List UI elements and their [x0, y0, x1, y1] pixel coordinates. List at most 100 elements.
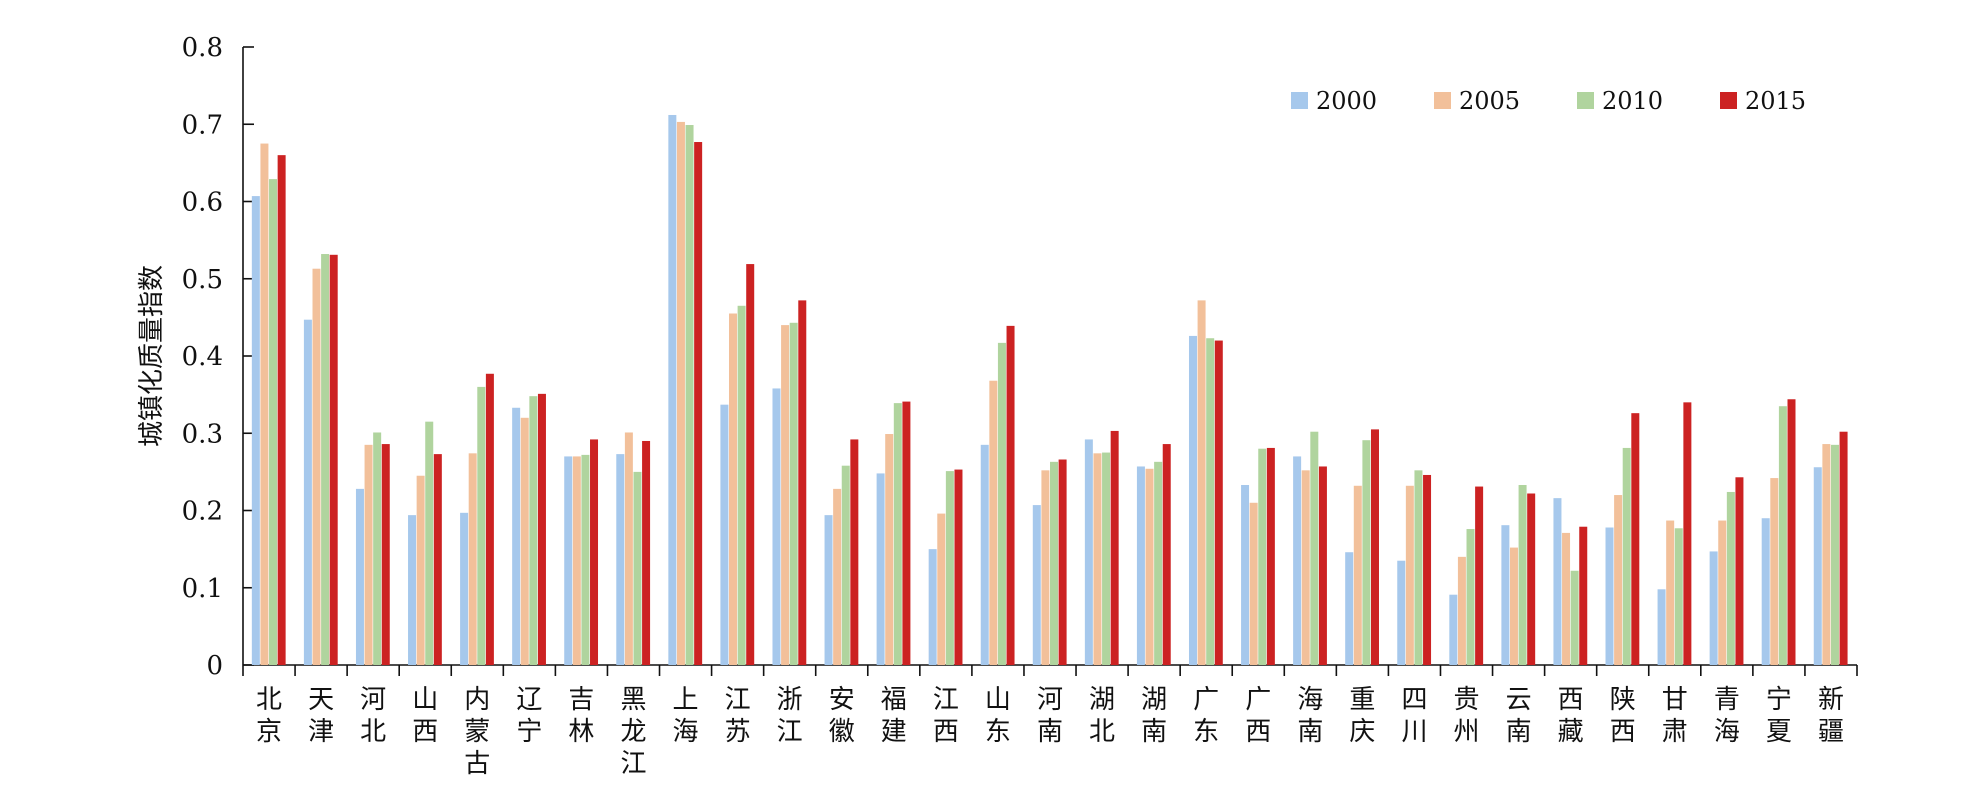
y-tick-label: 0.7: [182, 110, 223, 140]
bar-2015-广东: [1214, 340, 1223, 665]
bar-2015-江西: [954, 469, 963, 665]
bar-2000-四川: [1397, 560, 1406, 665]
bar-2010-黑龙江: [633, 471, 642, 666]
bar-2010-吉林: [581, 454, 590, 665]
bar-2015-湖南: [1162, 444, 1171, 665]
x-tick-label: 西藏: [1558, 685, 1584, 747]
bar-2010-内蒙古: [477, 386, 486, 665]
bar-2005-湖北: [1093, 453, 1102, 665]
bar-2000-北京: [251, 196, 260, 665]
x-tick-label: 河北: [360, 685, 386, 747]
bar-2010-陕西: [1622, 447, 1631, 665]
legend-swatch-2005: [1434, 92, 1451, 109]
bar-2015-河南: [1058, 459, 1067, 665]
x-tick-label: 辽宁: [516, 685, 542, 747]
bar-2000-安徽: [824, 515, 833, 665]
bar-2015-贵州: [1475, 486, 1484, 665]
legend: 2000 2005 2010 2015: [1291, 87, 1806, 115]
bar-2005-宁夏: [1770, 478, 1779, 665]
bar-2015-辽宁: [537, 393, 546, 665]
bar-2005-河南: [1041, 470, 1050, 665]
bar-2005-江苏: [729, 313, 738, 665]
bar-2010-青海: [1726, 491, 1735, 665]
bar-2005-山东: [989, 380, 998, 665]
bar-2005-黑龙江: [624, 432, 633, 665]
x-tick-label: 福建: [881, 685, 907, 747]
bar-2005-内蒙古: [468, 453, 477, 665]
bar-2010-安徽: [841, 465, 850, 665]
bar-2010-山西: [425, 421, 434, 665]
x-tick-label: 湖南: [1141, 685, 1167, 747]
bar-2015-内蒙古: [485, 373, 494, 665]
x-tick-label: 内蒙古: [464, 685, 490, 779]
x-tick-label: 青海: [1714, 685, 1740, 747]
y-tick-label: 0.5: [182, 265, 223, 295]
bar-2010-广西: [1258, 448, 1267, 665]
bar-2005-吉林: [572, 456, 581, 665]
bar-2005-安徽: [833, 488, 842, 665]
bar-2010-福建: [893, 403, 902, 665]
bar-2005-浙江: [781, 325, 790, 665]
bar-2010-天津: [321, 254, 330, 665]
bar-2015-新疆: [1839, 431, 1848, 665]
bar-2015-山东: [1006, 325, 1015, 665]
bar-2015-甘肃: [1683, 402, 1692, 665]
bar-2005-福建: [885, 434, 894, 665]
bar-2015-宁夏: [1787, 399, 1796, 665]
bar-2000-贵州: [1449, 594, 1458, 665]
x-tick-label: 新疆: [1818, 685, 1844, 747]
bar-2005-陕西: [1614, 495, 1623, 665]
x-tick-label: 江苏: [725, 685, 751, 747]
bar-2005-湖南: [1145, 468, 1154, 665]
bar-2005-重庆: [1353, 485, 1362, 665]
bar-2000-广西: [1241, 485, 1250, 665]
bar-2015-安徽: [850, 439, 859, 665]
bar-2000-青海: [1709, 551, 1718, 665]
bar-2010-上海: [685, 125, 694, 665]
y-axis: 0 0.1 0.2 0.3 0.4 0.5 0.6 0.7 0.8: [182, 33, 254, 681]
bar-2000-宁夏: [1761, 518, 1770, 665]
bar-2015-云南: [1527, 493, 1536, 665]
bar-2005-云南: [1509, 547, 1518, 665]
bar-2015-北京: [277, 155, 286, 665]
bar-2005-天津: [312, 268, 321, 665]
y-tick-label: 0.2: [182, 497, 223, 527]
bar-2005-辽宁: [520, 417, 529, 665]
bar-2010-宁夏: [1778, 406, 1787, 665]
y-tick-label: 0.8: [182, 33, 223, 63]
bar-2015-青海: [1735, 477, 1744, 665]
x-tick-label: 广东: [1193, 685, 1219, 747]
bar-2000-福建: [876, 473, 885, 665]
bar-2015-广西: [1266, 447, 1275, 665]
bar-2005-广西: [1249, 502, 1258, 665]
bar-2005-青海: [1718, 520, 1727, 665]
bar-2005-河北: [364, 444, 373, 665]
legend-swatch-2010: [1577, 92, 1594, 109]
bar-2010-新疆: [1830, 444, 1839, 665]
bar-2000-江西: [928, 549, 937, 666]
bar-2010-湖北: [1102, 452, 1111, 665]
bar-2005-海南: [1301, 470, 1310, 665]
bar-2015-四川: [1423, 474, 1432, 665]
bar-2010-重庆: [1362, 440, 1371, 665]
x-tick-label: 北京: [256, 685, 282, 747]
y-tick-label: 0.6: [182, 188, 223, 218]
bar-2015-海南: [1318, 466, 1327, 665]
bar-2015-上海: [694, 142, 703, 665]
bar-2015-西藏: [1579, 526, 1588, 665]
y-tick-label: 0: [206, 651, 223, 681]
bar-2005-西藏: [1562, 532, 1571, 665]
bar-2015-天津: [329, 254, 338, 666]
bar-2005-四川: [1405, 485, 1414, 665]
bar-2000-内蒙古: [460, 512, 469, 665]
legend-swatch-2015: [1720, 92, 1737, 109]
x-tick-label: 陕西: [1610, 685, 1636, 747]
bar-2010-西藏: [1570, 570, 1579, 665]
y-tick-label: 0.1: [182, 574, 223, 604]
bar-2000-甘肃: [1657, 589, 1666, 665]
bar-2010-湖南: [1154, 461, 1163, 665]
bar-2010-江苏: [737, 305, 746, 665]
bar-2000-天津: [303, 319, 312, 665]
